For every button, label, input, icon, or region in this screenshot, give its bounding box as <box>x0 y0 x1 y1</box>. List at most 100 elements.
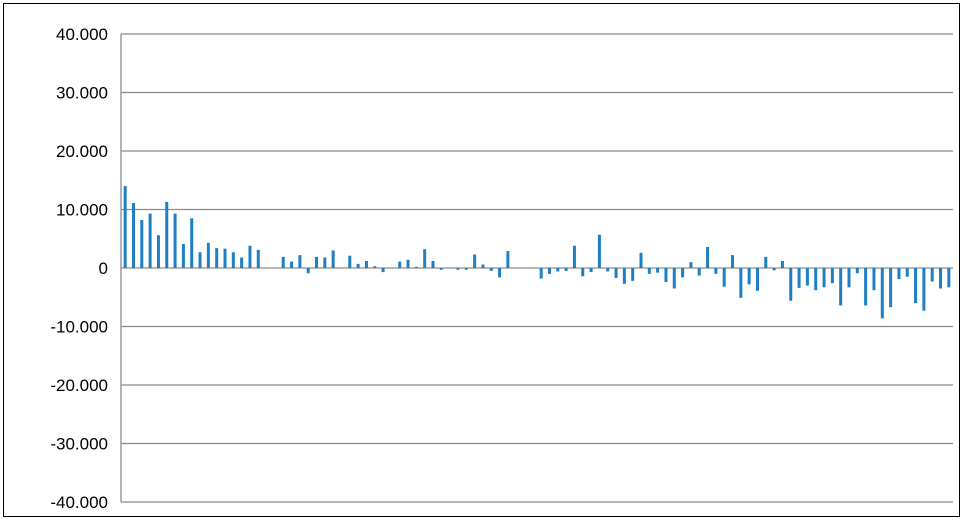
bar <box>789 268 793 301</box>
bar <box>140 220 144 268</box>
bar <box>123 186 127 268</box>
bar-series <box>123 186 951 319</box>
y-tick-label: -30.000 <box>50 435 108 454</box>
bar <box>456 268 460 270</box>
bar <box>198 252 202 268</box>
bar <box>897 268 901 280</box>
bar <box>356 263 360 268</box>
bar <box>747 268 751 285</box>
y-tick-label: 10.000 <box>56 201 108 220</box>
bar <box>631 268 635 281</box>
bar <box>547 268 551 274</box>
bar <box>256 249 260 268</box>
bar <box>290 261 294 268</box>
bar <box>597 234 601 268</box>
bar <box>206 242 210 268</box>
bar <box>706 246 710 268</box>
bar <box>464 268 468 270</box>
bar <box>814 268 818 291</box>
bar <box>190 218 194 268</box>
bar <box>148 213 152 268</box>
bar <box>423 249 427 268</box>
bar <box>847 268 851 288</box>
bar <box>914 268 918 304</box>
bar <box>439 268 443 270</box>
bar <box>764 256 768 268</box>
bar <box>739 268 743 298</box>
bar <box>281 256 285 268</box>
bar <box>714 268 718 274</box>
bar <box>240 257 244 268</box>
y-tick-label: 20.000 <box>56 142 108 161</box>
y-tick-label: -10.000 <box>50 318 108 337</box>
y-tick-label: -20.000 <box>50 376 108 395</box>
bar <box>639 252 643 268</box>
bar <box>839 268 843 306</box>
bar <box>797 268 801 288</box>
bar <box>315 256 319 268</box>
bar <box>398 261 402 268</box>
bar <box>780 260 784 268</box>
bar <box>539 268 543 279</box>
bar <box>822 268 826 288</box>
chart-frame <box>3 3 960 517</box>
bar <box>306 268 310 274</box>
bar <box>889 268 893 308</box>
bar <box>772 268 776 271</box>
bar <box>656 268 660 273</box>
bar <box>331 250 335 268</box>
bar <box>681 268 685 278</box>
bar <box>864 268 868 306</box>
bar <box>622 268 626 284</box>
y-tick-label: -40.000 <box>50 493 108 512</box>
bar <box>381 268 385 273</box>
bar <box>373 266 377 268</box>
bar <box>173 213 177 268</box>
bar <box>131 203 135 268</box>
bar <box>872 268 876 291</box>
bar <box>223 248 227 268</box>
bar <box>248 245 252 268</box>
bar <box>431 260 435 268</box>
bar <box>215 248 219 268</box>
bar <box>606 268 610 272</box>
bar <box>348 255 352 268</box>
y-tick-label: 40.000 <box>56 25 108 44</box>
bar <box>498 268 502 278</box>
bar <box>880 268 884 319</box>
bar <box>581 268 585 277</box>
y-axis-labels: 40.000 30.000 20.000 10.000 0 -10.000 -20.000 -… <box>50 25 108 512</box>
bar <box>364 260 368 268</box>
bar <box>556 268 560 272</box>
gridlines <box>121 33 953 503</box>
bar <box>298 255 302 268</box>
bar <box>181 244 185 268</box>
bar <box>672 268 676 289</box>
bar <box>481 264 485 268</box>
bar <box>231 252 235 268</box>
bar <box>506 251 510 268</box>
bar <box>930 268 934 282</box>
bar <box>572 245 576 268</box>
bar <box>647 268 651 274</box>
bar <box>489 268 493 271</box>
bar <box>664 268 668 283</box>
bar <box>697 268 701 276</box>
y-tick-label: 0 <box>99 259 108 278</box>
bar <box>165 201 169 268</box>
bar <box>589 268 593 273</box>
bar <box>939 268 943 289</box>
bar <box>414 266 418 268</box>
bar <box>731 255 735 268</box>
bar <box>830 268 834 284</box>
bar <box>947 268 951 288</box>
bar <box>564 268 568 271</box>
bar <box>323 257 327 268</box>
y-tick-label: 30.000 <box>56 84 108 103</box>
bar <box>722 268 726 287</box>
bar <box>156 235 160 268</box>
bar <box>805 268 809 286</box>
bar <box>473 254 477 268</box>
bar <box>922 268 926 311</box>
